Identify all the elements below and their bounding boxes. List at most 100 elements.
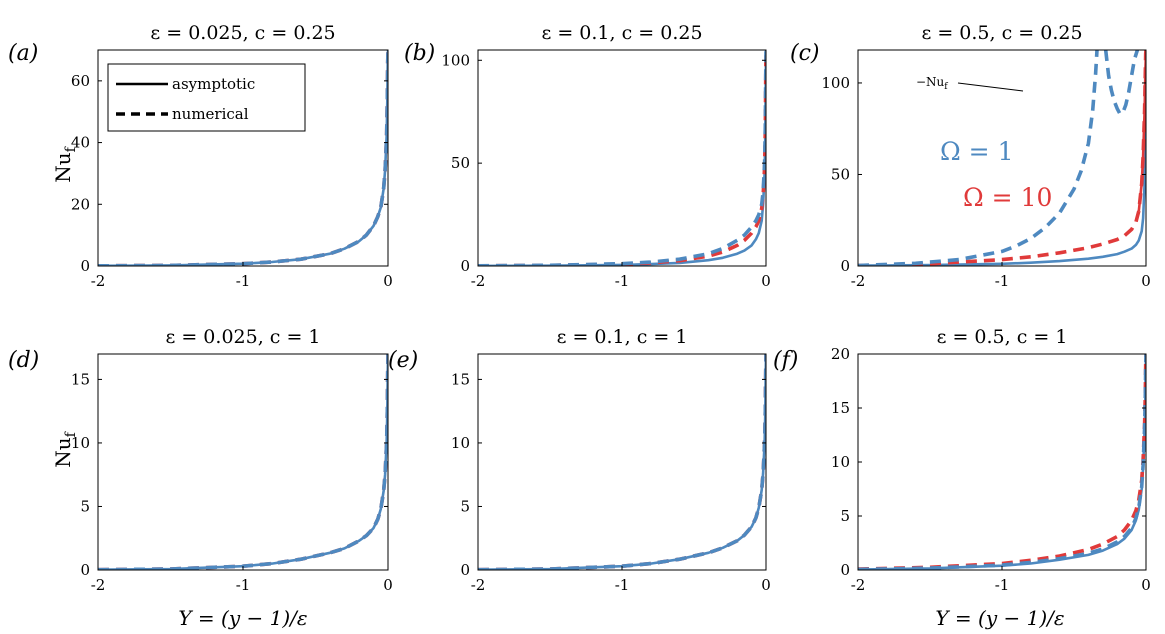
series-line-dashed-blue [98, 354, 388, 570]
y-tick-label: 10 [831, 453, 850, 471]
panel-title: ε = 0.1, c = 0.25 [541, 22, 702, 44]
y-axis-label-bottom-sub: f [63, 430, 79, 437]
x-tick-label: -2 [851, 272, 866, 290]
legend: asymptotic numerical [107, 63, 306, 132]
x-axis-label-f: Y = (y − 1)/ε [935, 606, 1064, 630]
y-tick-label: 10 [451, 434, 470, 452]
x-tick-label: -1 [615, 576, 630, 594]
y-tick-label: 40 [71, 134, 90, 152]
series-line-dashed-blue [478, 354, 766, 570]
y-tick-label: 5 [840, 507, 850, 525]
series-line-dashed-blue [858, 50, 1099, 266]
y-axis-label-top-sub: f [63, 145, 79, 152]
y-tick-label: 10 [71, 434, 90, 452]
y-axis-label-bottom-main: Nu [51, 437, 75, 468]
y-tick-label: 15 [71, 370, 90, 388]
panel-label: (e) [388, 348, 418, 373]
legend-dashed-label: numerical [172, 105, 249, 123]
axes-box [477, 49, 767, 267]
y-tick-label: 0 [840, 561, 850, 579]
y-tick-label: 5 [80, 497, 90, 515]
x-tick-label: 0 [1141, 272, 1151, 290]
annotation-neg-nu-sub: f [944, 82, 948, 92]
panel-label: (f) [773, 348, 798, 373]
panel-title: ε = 0.5, c = 0.25 [921, 22, 1082, 44]
y-axis-label-top-main: Nu [51, 152, 75, 183]
axes-box [857, 353, 1147, 571]
y-tick-label: 0 [460, 257, 470, 275]
series-line-solid-blue [478, 354, 766, 570]
series-line-dashed-red [478, 50, 766, 266]
series-line-solid-blue [478, 50, 766, 266]
panel-label: (d) [8, 348, 39, 373]
y-tick-label: 50 [451, 154, 470, 172]
y-tick-label: 20 [831, 345, 850, 363]
y-tick-label: 15 [451, 370, 470, 388]
panel-title: ε = 0.025, c = 0.25 [150, 22, 335, 44]
x-tick-label: -1 [236, 272, 251, 290]
x-tick-label: 0 [1141, 576, 1151, 594]
series-line-dashed-blue [858, 354, 1146, 570]
y-axis-label-bottom: Nuf [51, 430, 79, 467]
panel-b: -2 -1 0 0 50 100 ε = 0.1, c = 0.25 (b) [404, 22, 771, 290]
y-tick-label: 0 [460, 561, 470, 579]
series-group [98, 50, 388, 266]
x-axis-label-d: Y = (y − 1)/ε [178, 606, 307, 630]
annotation-neg-nu-main: −Nu [916, 75, 945, 89]
y-tick-label: 0 [840, 257, 850, 275]
x-tick-label: -2 [851, 576, 866, 594]
series-group [858, 50, 1146, 266]
panel-label: (c) [790, 41, 820, 66]
panel-label: (b) [404, 41, 435, 66]
panels: -2 -1 0 0 20 40 60 ε = 0.025, c = 0.25 (a) -2 -1 0 0… [8, 22, 1151, 594]
series-line-dashed-red [478, 354, 766, 570]
y-tick-label: 100 [441, 51, 470, 69]
panel-title: ε = 0.1, c = 1 [557, 326, 688, 348]
panel-e: -2 -1 0 0 5 10 15 ε = 0.1, c = 1 (e) [388, 326, 771, 594]
x-tick-label: -2 [91, 272, 106, 290]
x-tick-label: 0 [383, 272, 393, 290]
series-line-dashed-blue [1103, 50, 1140, 116]
series-group [478, 50, 766, 266]
series-group [858, 354, 1146, 570]
x-tick-label: -1 [615, 272, 630, 290]
annotation-neg-nu: −Nuf [916, 75, 948, 92]
series-line-solid-blue [98, 354, 388, 570]
series-line-solid-blue [858, 50, 1146, 266]
x-tick-label: -1 [995, 576, 1010, 594]
annotation-leader [957, 82, 1024, 92]
y-tick-label: 15 [831, 399, 850, 417]
panel-title: ε = 0.5, c = 1 [937, 326, 1068, 348]
y-tick-label: 60 [71, 72, 90, 90]
y-tick-label: 0 [80, 561, 90, 579]
x-tick-label: -1 [995, 272, 1010, 290]
y-tick-label: 0 [80, 257, 90, 275]
panel-d: -2 -1 0 0 5 10 15 ε = 0.025, c = 1 (d) [8, 326, 393, 594]
legend-box [107, 63, 306, 132]
x-tick-label: 0 [383, 576, 393, 594]
axes-box [477, 353, 767, 571]
series-group [98, 354, 388, 570]
x-tick-label: -1 [236, 576, 251, 594]
axes-box [97, 353, 389, 571]
y-tick-label: 20 [71, 195, 90, 213]
y-axis-label-top: Nuf [51, 145, 79, 182]
series-line-solid-blue [858, 354, 1146, 570]
panel-label: (a) [8, 41, 38, 66]
omega-1-label: Ω = 1 [940, 137, 1013, 166]
panel-a: -2 -1 0 0 20 40 60 ε = 0.025, c = 0.25 (a) [8, 22, 393, 290]
x-tick-label: -2 [91, 576, 106, 594]
y-tick-label: 100 [821, 74, 850, 92]
x-tick-label: 0 [761, 272, 771, 290]
series-line-dashed-red [858, 354, 1146, 570]
x-tick-label: 0 [761, 576, 771, 594]
series-line-dashed-blue [98, 50, 388, 266]
legend-solid-label: asymptotic [172, 75, 255, 93]
y-tick-label: 5 [460, 497, 470, 515]
series-line-dashed-red [98, 354, 388, 570]
panel-f: -2 -1 0 0 5 10 15 20 ε = 0.5, c = 1 (f) [773, 326, 1151, 594]
series-line-dashed-blue [478, 50, 766, 266]
x-tick-label: -2 [471, 272, 486, 290]
panel-title: ε = 0.025, c = 1 [165, 326, 320, 348]
